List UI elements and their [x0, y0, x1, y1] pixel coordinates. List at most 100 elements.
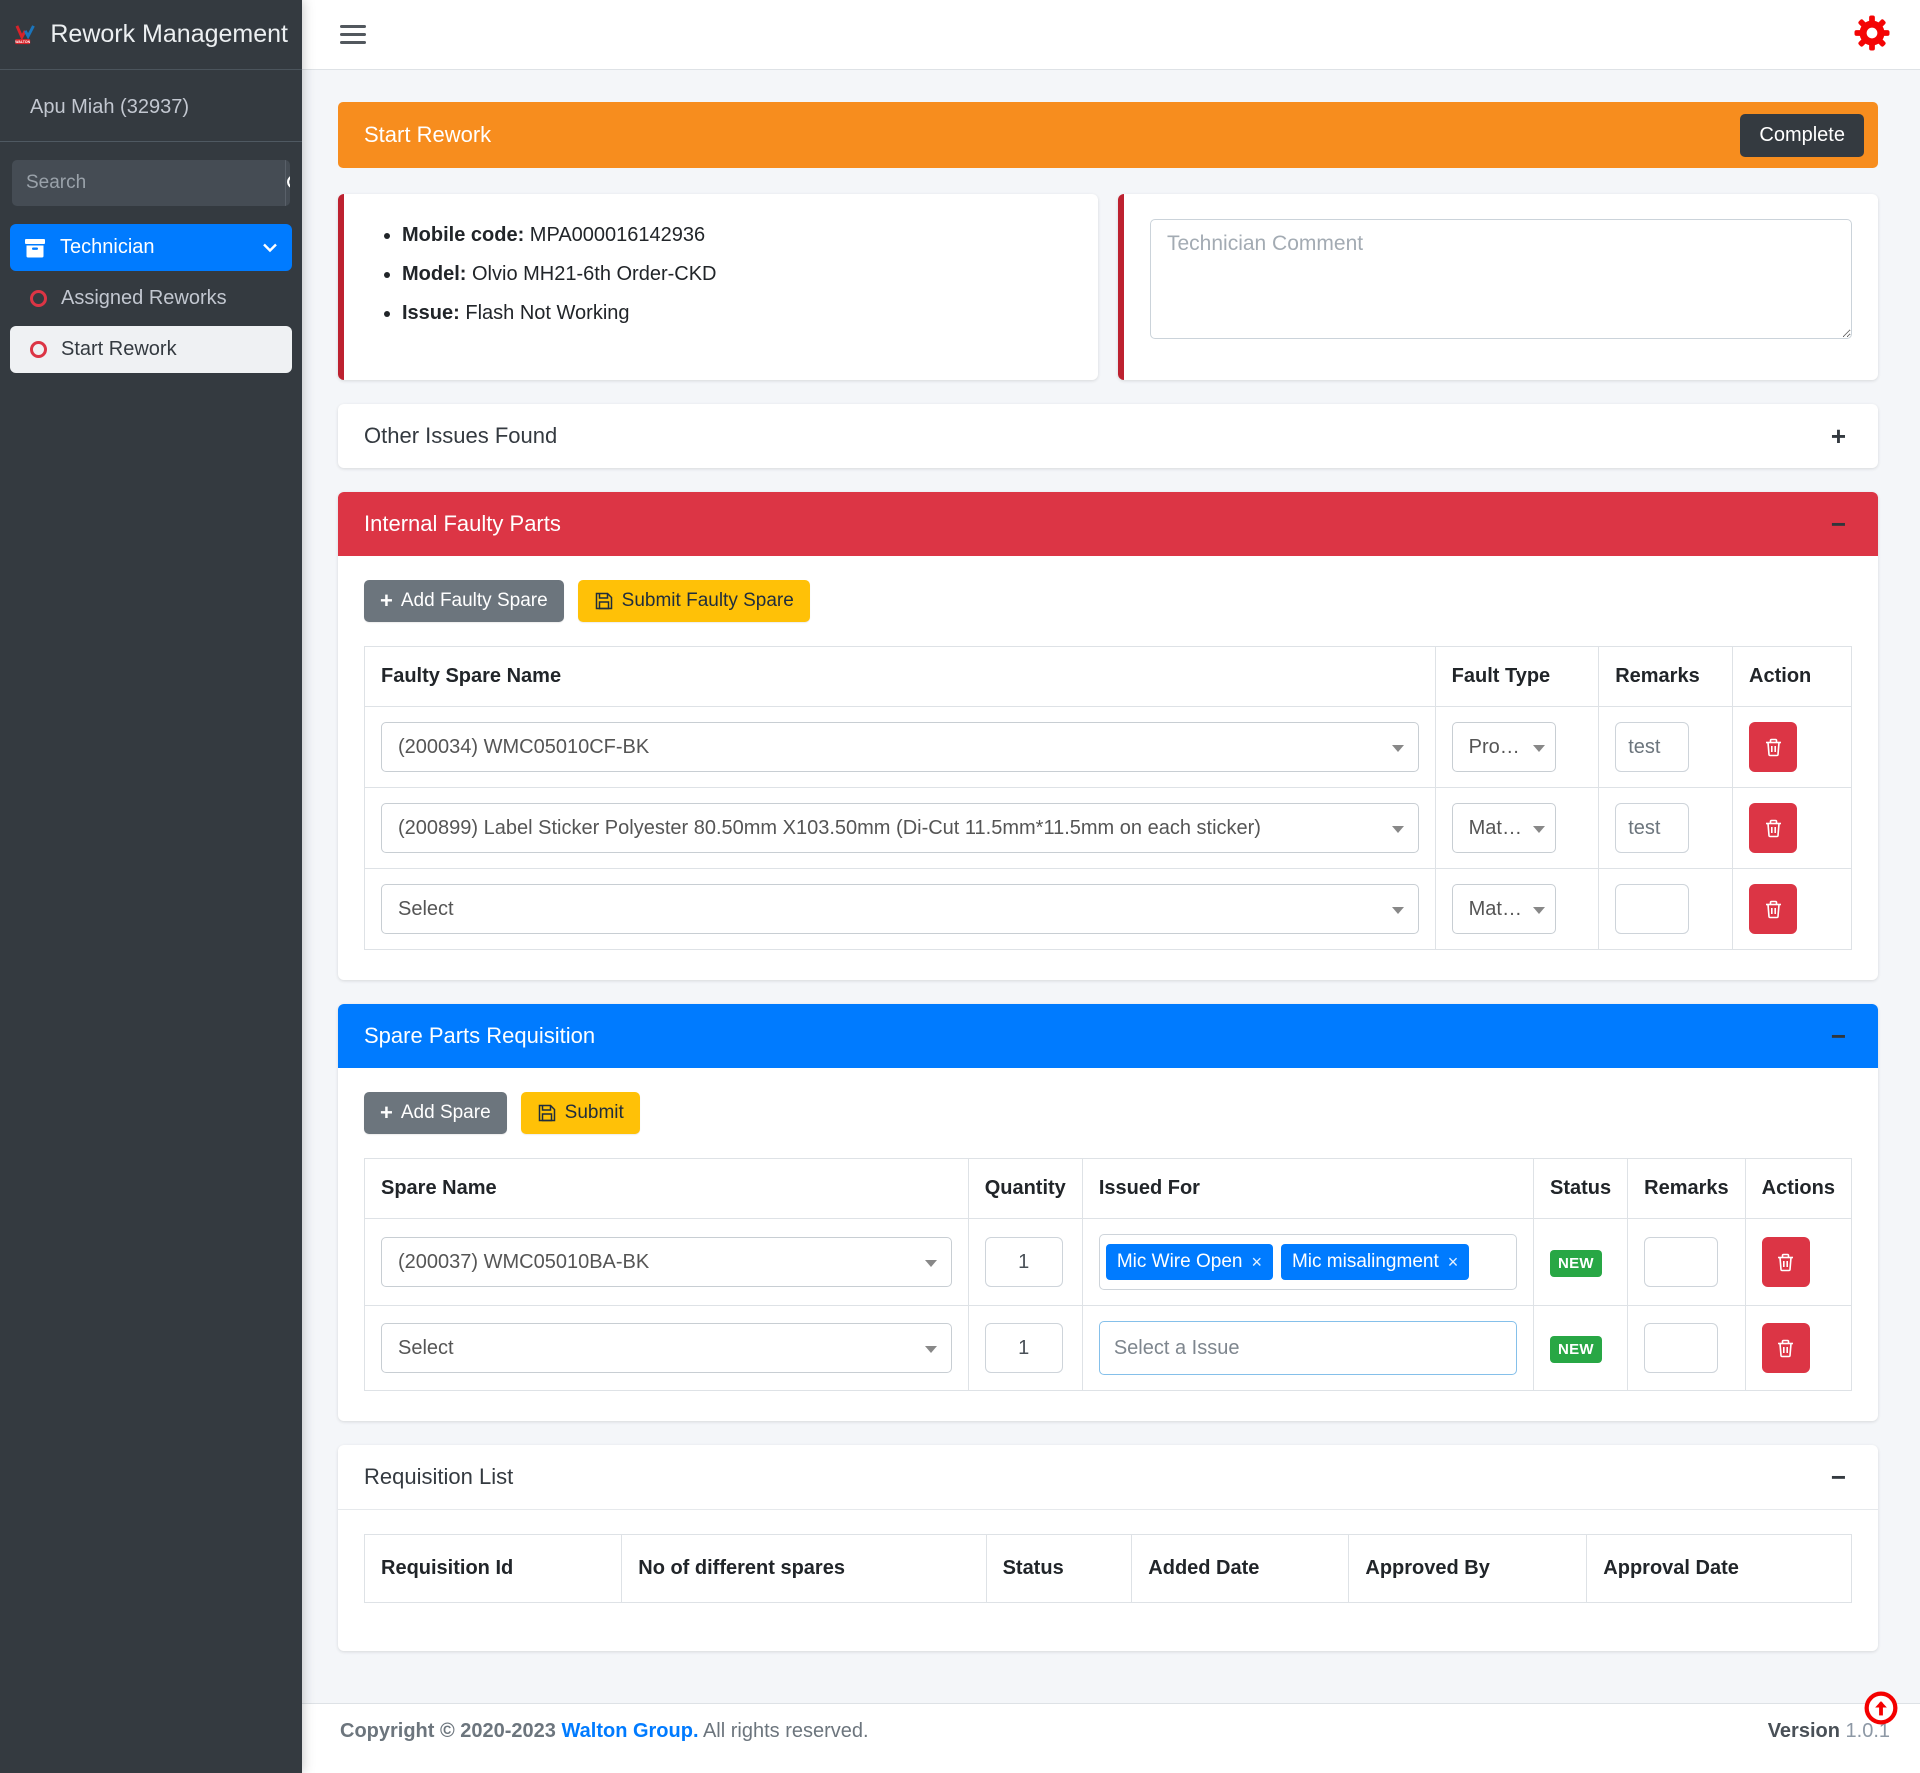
search-input[interactable]: [12, 160, 285, 206]
delete-row-button[interactable]: [1749, 884, 1798, 934]
dropdown-arrow-icon: [1532, 907, 1545, 914]
faulty-parts-table: Faulty Spare Name Fault Type Remarks Act…: [364, 646, 1852, 950]
collapse-icon[interactable]: −: [1825, 1021, 1852, 1051]
info-item-model: Model: Olvio MH21-6th Order-CKD: [402, 263, 1078, 286]
col-fault-type: Fault Type: [1434, 646, 1600, 707]
topbar: [302, 0, 1920, 70]
requisition-list-header: Requisition List −: [338, 1445, 1878, 1510]
info-row: Mobile code: MPA000016142936 Model: Olvi…: [338, 194, 1878, 380]
info-item-mobile-code: Mobile code: MPA000016142936: [402, 224, 1078, 247]
table-row: (200899) Label Sticker Polyester 80.50mm…: [364, 787, 1852, 869]
brand[interactable]: WALTON Rework Management: [0, 0, 302, 70]
remarks-input[interactable]: [1615, 884, 1690, 934]
remove-tag-icon[interactable]: ×: [1251, 1251, 1262, 1272]
other-issues-header: Other Issues Found +: [338, 404, 1878, 468]
dropdown-arrow-icon: [924, 1346, 937, 1353]
issued-for-multiselect[interactable]: Mic Wire Open × Mic misalingment ×: [1098, 1234, 1517, 1290]
technician-comment-input[interactable]: [1150, 219, 1852, 339]
dropdown-arrow-icon: [1391, 826, 1404, 833]
table-header-row: Spare Name Quantity Issued For Status Re…: [364, 1158, 1853, 1219]
remarks-input[interactable]: [1644, 1237, 1719, 1287]
fault-type-select[interactable]: Proces...: [1451, 722, 1556, 772]
expand-icon[interactable]: +: [1825, 421, 1852, 451]
requisition-list-panel: Requisition List − Requisition Id No of …: [338, 1445, 1878, 1651]
section-title: Requisition List: [364, 1464, 514, 1489]
dropdown-arrow-icon: [1391, 907, 1404, 914]
internal-faulty-parts-panel: Internal Faulty Parts − + Add Faulty Spa…: [338, 492, 1878, 980]
settings-button[interactable]: [1852, 13, 1892, 56]
col-added-date: Added Date: [1131, 1534, 1350, 1603]
requisition-buttons: + Add Spare Submit: [364, 1092, 1852, 1134]
plus-icon: +: [380, 588, 393, 614]
section-title: Spare Parts Requisition: [364, 1023, 596, 1048]
delete-row-button[interactable]: [1749, 722, 1798, 772]
col-no-of-spares: No of different spares: [621, 1534, 987, 1603]
faulty-buttons: + Add Faulty Spare Submit Faulty Spare: [364, 580, 1852, 622]
spare-name-select[interactable]: Select: [381, 1323, 952, 1373]
faulty-parts-body: + Add Faulty Spare Submit Faulty Spare: [338, 556, 1878, 980]
scroll-to-top-button[interactable]: [1864, 1691, 1898, 1725]
version: Version 1.0.1: [1767, 1720, 1890, 1742]
submit-requisition-button[interactable]: Submit: [520, 1092, 640, 1134]
chevron-down-icon: [263, 243, 277, 252]
fault-type-select[interactable]: Materi...: [1451, 803, 1556, 853]
save-icon: [595, 592, 612, 610]
delete-row-button[interactable]: [1761, 1323, 1810, 1373]
sidebar-search: [12, 160, 290, 206]
footer: Copyright © 2020-2023 Walton Group. All …: [302, 1703, 1920, 1773]
table-row: (200037) WMC05010BA-BK Mic Wire Open× Mi…: [364, 1218, 1853, 1306]
add-faulty-spare-button[interactable]: + Add Faulty Spare: [364, 580, 564, 622]
col-remarks: Remarks: [1627, 1158, 1746, 1219]
sidebar-item-assigned-reworks[interactable]: Assigned Reworks: [10, 275, 292, 322]
quantity-input[interactable]: [984, 1323, 1063, 1373]
trash-icon: [1765, 900, 1781, 918]
delete-row-button[interactable]: [1761, 1237, 1810, 1287]
table-row: Select NEW: [364, 1305, 1853, 1391]
quantity-input[interactable]: [984, 1237, 1063, 1287]
col-quantity: Quantity: [967, 1158, 1083, 1219]
trash-icon: [1765, 738, 1781, 756]
hamburger-menu-icon[interactable]: [340, 25, 366, 44]
app-title: Rework Management: [50, 20, 288, 48]
collapse-icon[interactable]: −: [1825, 509, 1852, 539]
col-approval-date: Approval Date: [1586, 1534, 1852, 1603]
faulty-parts-header: Internal Faulty Parts −: [338, 492, 1878, 556]
sidebar-nav: Technician Assigned Reworks Start Rework: [0, 220, 302, 381]
walton-group-link[interactable]: Walton Group.: [561, 1720, 699, 1742]
sidebar-item-label: Start Rework: [61, 338, 177, 360]
collapse-icon[interactable]: −: [1825, 1462, 1852, 1492]
col-faulty-spare-name: Faulty Spare Name: [364, 646, 1436, 707]
device-info-list: Mobile code: MPA000016142936 Model: Olvi…: [344, 194, 1098, 361]
table-header-row: Requisition Id No of different spares St…: [363, 1534, 1852, 1603]
spare-name-select[interactable]: (200037) WMC05010BA-BK: [381, 1237, 952, 1287]
col-action: Action: [1732, 646, 1852, 707]
remarks-input[interactable]: [1644, 1323, 1719, 1373]
faulty-spare-select[interactable]: (200899) Label Sticker Polyester 80.50mm…: [381, 803, 1419, 853]
faulty-spare-select[interactable]: (200034) WMC05010CF-BK: [381, 722, 1419, 772]
issued-for-input[interactable]: [1098, 1321, 1517, 1375]
faulty-spare-select[interactable]: Select: [381, 884, 1419, 934]
spare-parts-requisition-panel: Spare Parts Requisition − + Add Spare: [338, 1004, 1878, 1421]
status-badge: NEW: [1550, 1249, 1602, 1277]
sidebar-item-technician[interactable]: Technician: [10, 224, 292, 271]
submit-faulty-spare-button[interactable]: Submit Faulty Spare: [577, 580, 810, 622]
remove-tag-icon[interactable]: ×: [1447, 1251, 1459, 1272]
issue-tag: Mic misalingment ×: [1280, 1244, 1470, 1280]
remarks-input[interactable]: [1615, 803, 1690, 853]
trash-icon: [1765, 819, 1781, 837]
box-icon: [25, 238, 45, 257]
remarks-input[interactable]: [1615, 722, 1690, 772]
search-button[interactable]: [285, 160, 290, 206]
add-spare-button[interactable]: + Add Spare: [364, 1092, 507, 1134]
col-status: Status: [985, 1534, 1133, 1603]
requisition-body: + Add Spare Submit: [338, 1068, 1878, 1421]
page-title: Start Rework: [364, 122, 492, 147]
search-icon: [287, 175, 290, 188]
fault-type-select[interactable]: Materi...: [1451, 884, 1556, 934]
info-item-issue: Issue: Flash Not Working: [402, 302, 1078, 325]
delete-row-button[interactable]: [1749, 803, 1798, 853]
col-approved-by: Approved By: [1348, 1534, 1588, 1603]
sidebar-item-start-rework[interactable]: Start Rework: [10, 326, 292, 373]
complete-button[interactable]: Complete: [1740, 113, 1864, 157]
dropdown-arrow-icon: [924, 1260, 937, 1267]
